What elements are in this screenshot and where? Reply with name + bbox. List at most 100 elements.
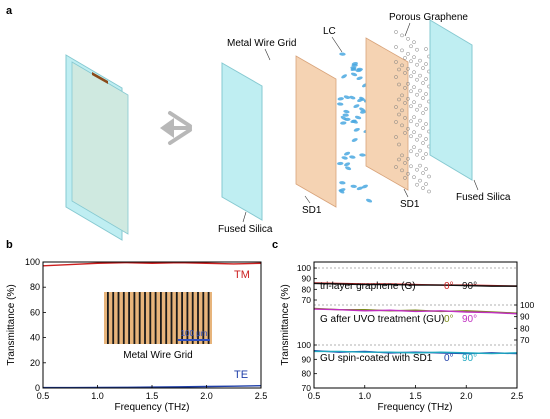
graphene-ring <box>421 156 425 160</box>
graphene-ring <box>397 157 401 162</box>
graphene-ring <box>418 148 422 153</box>
graphene-ring <box>403 116 407 120</box>
panel-b-x-tick-label: 2.0 <box>200 391 213 401</box>
panel-b-y-tick-label: 20 <box>30 358 40 368</box>
lc-molecule <box>345 166 352 171</box>
panel-b-y-tick-label: 80 <box>30 282 40 292</box>
graphene-ring <box>415 152 419 157</box>
graphene-ring <box>421 186 425 190</box>
legend-g-0deg: 0° <box>444 281 454 292</box>
graphene-ring <box>415 62 419 67</box>
fused-silica-right-plate <box>429 19 473 181</box>
panel-c-x-tick-label: 0.5 <box>308 391 321 401</box>
inset-wire-stripe <box>202 292 205 344</box>
graphene-ring <box>397 67 401 72</box>
inset-wire-stripe <box>133 292 136 344</box>
inset-wire-stripe <box>165 292 168 344</box>
graphene-ring <box>409 104 413 109</box>
inset-wire-stripe <box>107 292 109 344</box>
lc-molecule <box>350 72 358 77</box>
inset-wire-stripe <box>128 292 130 344</box>
lc-molecule <box>349 95 356 100</box>
lc-molecule <box>355 68 362 73</box>
graphene-ring <box>397 97 401 102</box>
graphene-ring <box>403 131 407 135</box>
leader-porous-graphene <box>404 22 411 37</box>
graphene-ring <box>400 168 404 173</box>
graphene-ring <box>418 103 422 108</box>
panel-c-y-tick-label: 100 <box>297 263 311 273</box>
exploded-device-illustration <box>221 19 473 221</box>
label-sd1-left: SD1 <box>302 205 322 216</box>
lc-molecule <box>354 115 362 120</box>
graphene-ring <box>415 122 419 127</box>
lc-molecule <box>366 198 373 203</box>
inset-wire-stripe <box>160 292 162 344</box>
graphene-ring <box>406 51 410 56</box>
graphene-ring <box>400 33 404 38</box>
graphene-ring <box>412 175 416 180</box>
porous-graphene-sheet <box>394 30 431 194</box>
lc-molecule <box>341 74 347 79</box>
panel-b-x-axis-label: Frequency (THz) <box>114 402 189 413</box>
graphene-ring <box>397 112 401 117</box>
inset-wire-stripe <box>138 292 141 344</box>
inset-wire-stripe <box>191 292 194 344</box>
assembly-arrow <box>160 111 192 145</box>
lc-molecule <box>340 121 347 125</box>
graphene-ring <box>394 45 398 49</box>
inset-scalebar-label: 100 μm <box>181 329 208 338</box>
lc-molecule <box>342 113 349 117</box>
lc-molecule <box>344 151 351 156</box>
panel-c-y-tick-label: 70 <box>302 383 312 393</box>
graphene-ring <box>424 122 428 126</box>
graphene-ring <box>406 66 410 71</box>
assembly-arrow-stroke <box>168 111 192 128</box>
graphene-ring <box>418 58 422 63</box>
graphene-ring <box>415 137 419 142</box>
legend-gu-0deg: 0° <box>444 314 454 325</box>
lc-molecule <box>337 102 344 106</box>
label-metal-wire-grid: Metal Wire Grid <box>227 38 296 49</box>
lc-molecule <box>359 107 366 112</box>
graphene-ring <box>403 161 407 165</box>
graphene-ring <box>418 88 422 93</box>
label-porous-graphene: Porous Graphene <box>389 12 468 23</box>
graphene-ring <box>412 115 416 120</box>
panel-c-y-tick-label: 90 <box>520 312 530 322</box>
panel-c-y-tick-label: 70 <box>302 295 312 305</box>
panel-b-y-tick-label: 60 <box>30 307 40 317</box>
panel-b-x-tick-label: 0.5 <box>37 391 50 401</box>
graphene-ring <box>415 47 419 52</box>
panel-c-x-tick-label: 2.5 <box>511 391 524 401</box>
graphene-ring <box>421 96 425 100</box>
graphene-ring <box>403 86 407 90</box>
legend-gu-90deg: 90° <box>462 314 477 325</box>
graphene-ring <box>409 89 413 94</box>
panel-c-x-tick-label: 1.5 <box>409 391 422 401</box>
leader-sd1-right <box>403 188 409 198</box>
graphene-ring <box>412 55 416 60</box>
panel-label-c: c <box>272 239 278 251</box>
graphene-ring <box>406 126 410 131</box>
leader-sd1-left <box>304 195 311 204</box>
lc-molecule <box>350 119 357 124</box>
panel-b-x-tick-label: 1.0 <box>91 391 104 401</box>
leader-lc <box>331 36 343 53</box>
graphene-ring <box>409 134 413 139</box>
inset-wire-stripe <box>154 292 157 344</box>
graphene-ring <box>421 141 425 145</box>
panel-c-x-tick-label: 1.0 <box>358 391 371 401</box>
inset-wire-stripe <box>207 292 210 344</box>
graphene-ring <box>421 66 425 70</box>
graphene-ring <box>421 171 425 175</box>
label-fused-silica-right: Fused Silica <box>456 192 511 203</box>
panel-c-y-tick-label: 80 <box>302 284 312 294</box>
graphene-ring <box>412 145 416 150</box>
graphene-ring <box>424 77 428 81</box>
graphene-ring <box>394 105 398 109</box>
graphene-ring <box>409 44 413 49</box>
graphene-ring <box>424 62 428 66</box>
